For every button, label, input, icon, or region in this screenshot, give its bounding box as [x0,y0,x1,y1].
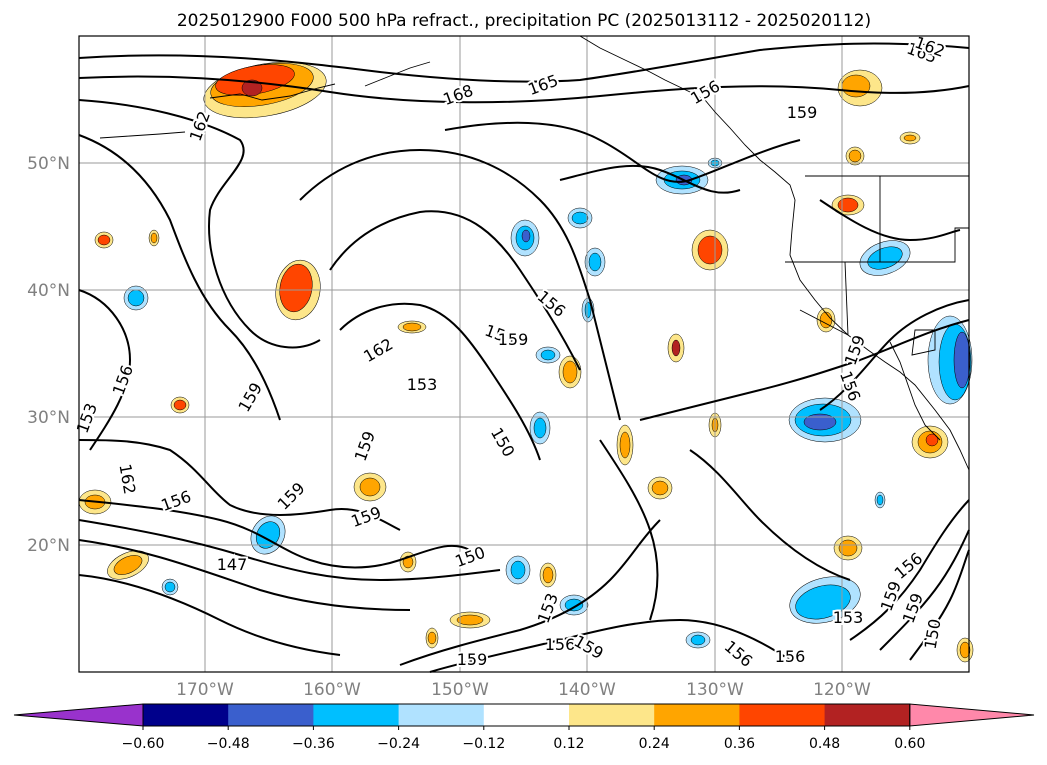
map-panel: 168 1651621651591621591621531591591591591… [71,31,974,673]
precip-shade-cell [241,79,263,97]
precip-shade-cell [164,581,176,593]
lon-label: 140°W [558,680,616,700]
precip-shade-cell [173,399,187,411]
colorbar-bin [313,704,400,726]
lat-label: 30°N [27,408,70,428]
colorbar-tick-label: −0.36 [292,736,335,752]
precip-shade-cell [564,598,584,612]
contour-label: 159 [457,650,488,669]
colorbar-tick-label: 0.12 [553,736,584,752]
precip-shade-cell [113,555,143,575]
colorbar-extend-low [13,703,144,727]
lon-label: 150°W [431,680,489,700]
precip-shade-cell [521,229,531,243]
figure-title: 2025012900 F000 500 hPa refract., precip… [177,11,871,31]
precip-shade-cell [838,539,858,557]
colorbar-tick-label: −0.60 [122,736,165,752]
colorbar-tick-label: 0.60 [894,736,925,752]
contour-label: 156 [545,635,576,654]
precip-shade-cell [588,252,602,272]
precip-shade-cell [697,235,723,265]
colorbar-tick-label: −0.24 [377,736,420,752]
colorbar-bin [398,704,485,726]
colorbar-bin [654,704,740,726]
precip-shade-cell [456,614,484,626]
lat-label: 20°N [27,536,70,556]
precipitation-shading [78,61,974,663]
colorbar-tick-label: −0.12 [462,736,505,752]
colorbar-bin [824,704,911,726]
colorbar-tick-label: 0.36 [724,736,755,752]
precip-shade-cell [359,477,381,497]
precip-shade-cell [925,433,939,447]
precip-shade-cell [562,360,578,384]
colorbar-bin [143,704,229,726]
colorbar-bin [739,704,826,726]
contour-label: 159 [787,103,818,122]
precip-shade-cell [619,431,631,459]
precip-shade-cell [533,417,547,439]
precip-shade-cell [279,263,313,313]
precip-shade-cell [841,74,871,98]
gridlines [79,36,969,672]
contour-label: 159 [498,330,529,349]
precip-shade-cell [867,246,903,270]
precip-shade-cell [876,494,884,506]
precip-shade-cell [510,560,526,580]
map-frame [78,35,970,673]
lat-label: 40°N [27,281,70,301]
precip-shade-cell [795,584,851,620]
precip-shade-cell [571,211,589,225]
refractivity-contours [78,42,970,673]
precip-shade-cell [150,232,158,244]
lon-label: 160°W [303,680,361,700]
lon-label: 130°W [686,680,744,700]
precip-shade-cell [959,641,971,659]
colorbar-tick-label: −0.48 [207,736,250,752]
lat-label: 50°N [27,154,70,174]
precip-shade-cell [542,566,554,584]
lon-label: 120°W [813,680,871,700]
precip-shade-cell [651,480,669,496]
precip-shade-cell [803,413,837,431]
precip-shade-cell [690,634,706,646]
colorbar-frame [142,703,911,727]
contour-label: 147 [217,555,248,574]
colorbar-bin [569,704,655,726]
contour-label: 156 [775,647,806,666]
colorbar-extend-high [909,703,1035,727]
latitude-axis: 50°N 40°N 30°N 20°N [27,154,70,556]
colorbar-tick-label: 0.48 [809,736,840,752]
precip-shade-cell [540,349,556,361]
colorbar-bin [228,704,314,726]
precip-shade-cell [903,134,917,142]
colorbar-tick-label: 0.24 [639,736,670,752]
colorbar [13,703,1035,727]
colorbar-ticks: −0.60 −0.48 −0.36 −0.24 −0.12 0.12 0.24 0.36 0.4… [122,726,925,752]
precip-shade-cell [837,197,859,213]
contour-label: 153 [833,608,864,627]
contour-label: 153 [407,375,438,394]
precip-shade-cell [953,331,971,389]
precip-shade-cell [671,339,681,357]
precip-shade-cell [97,234,111,246]
precip-shade-cell [127,289,145,307]
colorbar-bin [483,704,570,726]
precip-shade-cell [848,149,862,163]
longitude-axis: 170°W 160°W 150°W 140°W 130°W 120°W [176,680,871,700]
precip-shade-cell [427,631,437,645]
lon-label: 170°W [176,680,234,700]
precip-shade-cell [255,521,281,549]
precip-shade-cell [402,322,422,332]
coastlines [99,35,970,471]
